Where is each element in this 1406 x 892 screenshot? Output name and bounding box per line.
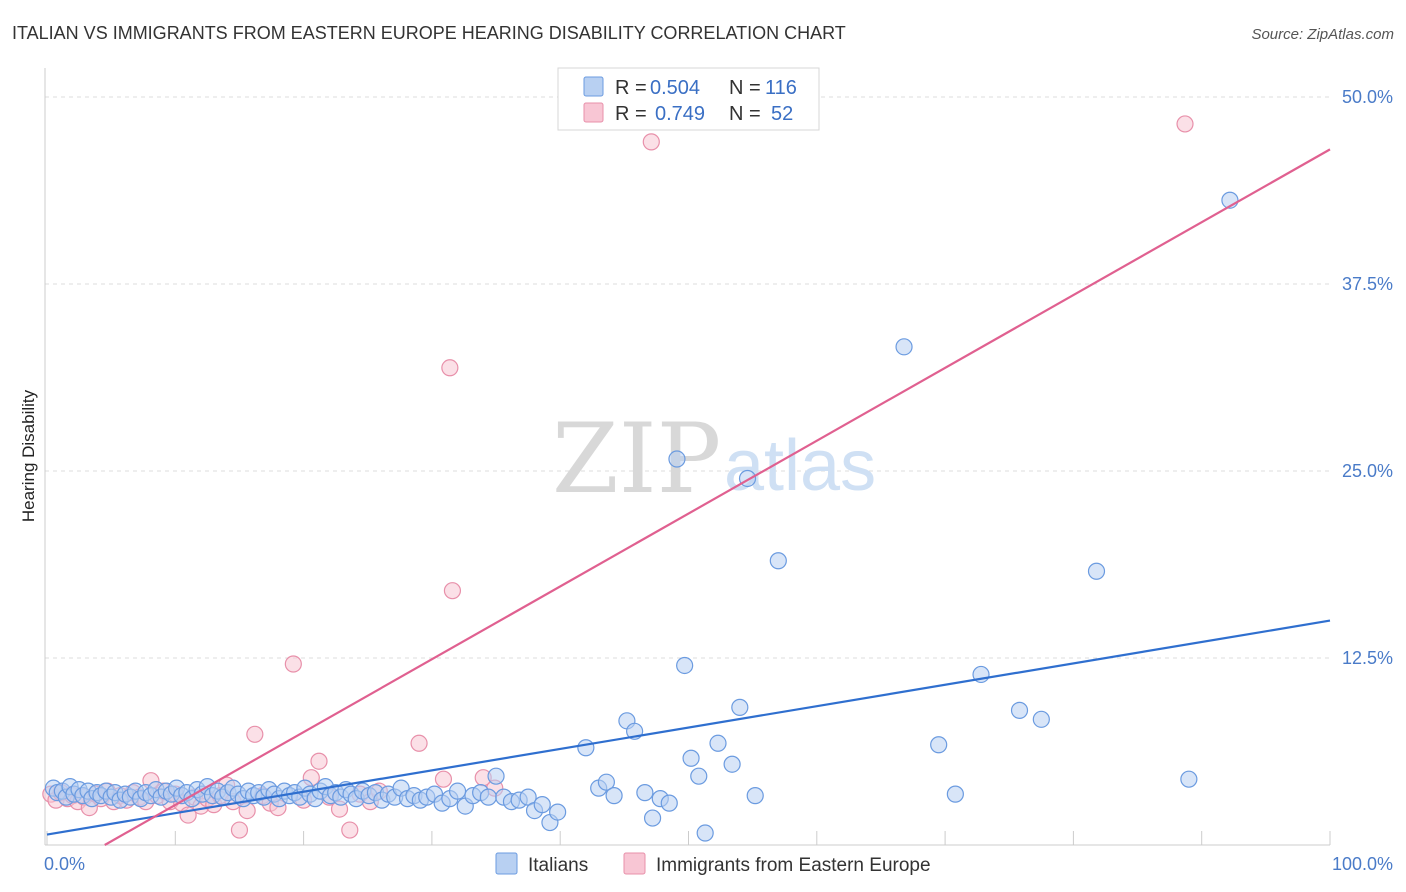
point-italians	[710, 735, 726, 751]
point-immigrants	[442, 360, 458, 376]
point-immigrants	[444, 583, 460, 599]
point-italians	[450, 783, 466, 799]
x-tick-label: 100.0%	[1332, 854, 1393, 874]
grid-lines	[45, 97, 1330, 658]
legend-r-value-immigrants: 0.749	[655, 103, 705, 125]
point-italians	[747, 788, 763, 804]
point-italians	[677, 657, 693, 673]
point-immigrants	[1177, 116, 1193, 132]
point-immigrants	[231, 822, 247, 838]
point-italians	[1088, 563, 1104, 579]
legend-n-value-immigrants: 52	[771, 103, 793, 125]
point-italians	[947, 786, 963, 802]
bottom-legend-swatch-immigrants	[624, 853, 645, 874]
point-italians	[931, 737, 947, 753]
y-tick-label: 12.5%	[1342, 648, 1393, 668]
chart-title: ITALIAN VS IMMIGRANTS FROM EASTERN EUROP…	[12, 23, 846, 43]
trend-line-italians	[47, 621, 1330, 835]
point-italians	[645, 810, 661, 826]
point-immigrants	[311, 753, 327, 769]
y-tick-label: 25.0%	[1342, 461, 1393, 481]
legend-r-label-immigrants: R =	[615, 103, 647, 125]
point-italians	[578, 740, 594, 756]
legend-n-label-immigrants: N =	[729, 103, 761, 125]
point-italians	[606, 788, 622, 804]
point-italians	[534, 797, 550, 813]
point-immigrants	[285, 656, 301, 672]
bottom-legend-label-immigrants: Immigrants from Eastern Europe	[656, 855, 931, 876]
legend-box: R = 0.504 N = 116 R = 0.749 N = 52	[558, 68, 819, 130]
point-italians	[724, 756, 740, 772]
chart: ITALIAN VS IMMIGRANTS FROM EASTERN EUROP…	[0, 0, 1406, 892]
y-tick-labels: 12.5% 25.0% 37.5% 50.0%	[1342, 87, 1393, 668]
legend-swatch-italians	[584, 77, 603, 96]
point-italians	[480, 789, 496, 805]
point-italians	[1181, 771, 1197, 787]
y-tick-label: 37.5%	[1342, 274, 1393, 294]
point-immigrants	[435, 771, 451, 787]
point-italians	[1012, 702, 1028, 718]
y-axis-label: Hearing Disability	[19, 389, 38, 522]
bottom-legend-label-italians: Italians	[528, 855, 588, 876]
point-italians	[661, 795, 677, 811]
point-italians	[691, 768, 707, 784]
chart-source: Source: ZipAtlas.com	[1251, 26, 1394, 43]
legend-r-value-italians: 0.504	[650, 77, 700, 99]
point-italians	[770, 553, 786, 569]
point-italians	[669, 451, 685, 467]
bottom-legend-swatch-italians	[496, 853, 517, 874]
point-italians	[550, 804, 566, 820]
point-immigrants	[342, 822, 358, 838]
legend-n-value-italians: 116	[765, 77, 797, 99]
point-italians	[697, 825, 713, 841]
point-immigrants	[247, 726, 263, 742]
legend-r-label-italians: R =	[615, 77, 647, 99]
legend-n-label-italians: N =	[729, 77, 761, 99]
watermark-atlas: atlas	[724, 426, 876, 506]
point-italians	[1033, 711, 1049, 727]
x-tick-label: 0.0%	[44, 854, 85, 874]
y-tick-label: 50.0%	[1342, 87, 1393, 107]
point-italians	[732, 699, 748, 715]
point-italians	[637, 785, 653, 801]
point-immigrants	[411, 735, 427, 751]
watermark-zip: ZIP	[552, 403, 721, 515]
point-italians	[488, 768, 504, 784]
bottom-legend: Italians Immigrants from Eastern Europe	[496, 853, 931, 876]
point-italians	[683, 750, 699, 766]
legend-swatch-immigrants	[584, 103, 603, 122]
point-italians	[896, 339, 912, 355]
point-immigrants	[643, 134, 659, 150]
